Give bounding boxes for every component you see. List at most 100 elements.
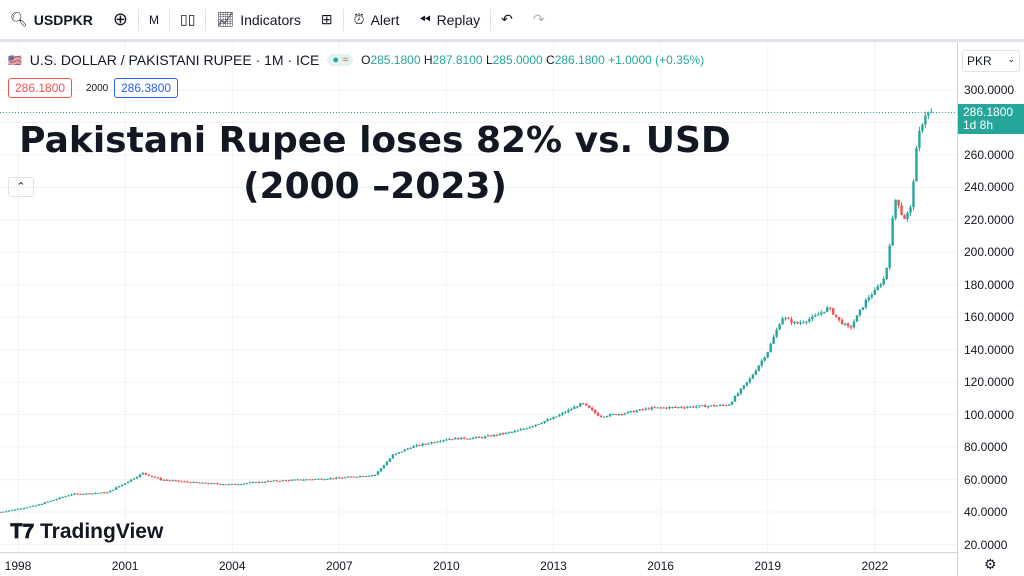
candle-body xyxy=(266,480,270,482)
buy-button[interactable]: 286.3800 xyxy=(114,78,179,98)
candle-body xyxy=(582,403,585,405)
candle-body xyxy=(873,289,876,295)
candle-body xyxy=(129,479,133,482)
candle-body xyxy=(150,475,154,477)
candle-body xyxy=(751,374,755,379)
ohlc-values: O285.1800 H287.8100 L285.0000 C286.1800 … xyxy=(361,53,705,67)
time-tick: 2001 xyxy=(111,559,139,573)
candle-body xyxy=(433,442,436,444)
redo-button[interactable]: ↷ xyxy=(523,0,555,39)
candle-body xyxy=(350,476,353,478)
candle-body xyxy=(492,434,496,437)
candle-body xyxy=(867,297,871,301)
candle-body xyxy=(100,492,103,494)
candle-body xyxy=(138,474,142,477)
candle-body xyxy=(421,443,424,446)
candle-body xyxy=(332,478,335,480)
candle-body xyxy=(790,319,793,323)
candle-body xyxy=(689,406,692,408)
candle-body xyxy=(424,443,427,445)
candle-body xyxy=(471,437,475,439)
candle-body xyxy=(338,477,341,479)
candle-body xyxy=(168,480,171,482)
candle-body xyxy=(677,407,680,409)
candle-body xyxy=(326,479,329,481)
candle-body xyxy=(153,476,157,478)
candle-body xyxy=(403,449,406,452)
replay-button[interactable]: ⏪︎ Replay xyxy=(419,11,481,28)
candle-body xyxy=(162,479,165,481)
candle-body xyxy=(186,481,189,483)
undo-button[interactable]: ↶ xyxy=(491,0,523,39)
candle-body xyxy=(525,428,528,430)
candle-body xyxy=(814,315,817,317)
candle-body xyxy=(201,482,204,484)
indicators-icon: 📈︎ xyxy=(216,11,235,27)
time-tick: 2019 xyxy=(754,559,782,573)
candle-body xyxy=(766,352,769,358)
candle-body xyxy=(876,286,879,290)
candle-body xyxy=(763,357,766,361)
candle-body xyxy=(355,476,359,478)
undo-icon: ↶ xyxy=(501,11,513,27)
candle-body xyxy=(284,480,287,482)
candle-body xyxy=(88,493,91,495)
currency-select[interactable]: PKR ⌄ xyxy=(962,50,1020,72)
candle-body xyxy=(412,446,415,448)
candle-body xyxy=(891,218,894,246)
symbol-legend: 🇺🇸 U.S. DOLLAR / PAKISTANI RUPEE · 1M · … xyxy=(8,52,705,68)
candle-body xyxy=(302,479,305,481)
candle-body xyxy=(94,493,97,495)
candle-body xyxy=(745,382,749,386)
candle-body xyxy=(439,441,442,443)
candle-body xyxy=(195,482,198,484)
candle-body xyxy=(174,480,177,482)
alert-button[interactable]: ⏰︎ Alert xyxy=(353,11,400,28)
settings-icon[interactable]: ⚙ xyxy=(984,556,997,572)
candle-body xyxy=(549,419,552,421)
symbol-search[interactable]: 🔍︎ USDPKR xyxy=(10,11,93,28)
candle-body xyxy=(379,468,383,472)
candle-body xyxy=(4,511,8,513)
compare-button[interactable]: ⊕ xyxy=(103,0,138,39)
candle-body xyxy=(415,445,418,447)
candle-body xyxy=(31,505,35,507)
candle-body xyxy=(323,479,326,481)
price-axis[interactable]: PKR ⌄ 300.0000 260.0000 240.0000 220.0000 200… xyxy=(957,42,1024,576)
candle-body xyxy=(263,481,267,483)
candle-body xyxy=(831,308,835,315)
time-axis[interactable]: 1998 2001 2004 2007 2010 2013 2016 2019 2022 xyxy=(0,552,957,576)
candle-body xyxy=(611,414,615,416)
candle-body xyxy=(451,439,454,441)
candle-body xyxy=(52,499,55,501)
collapse-legend-button[interactable]: ⌃ xyxy=(8,177,34,197)
price-tick: 200.0000 xyxy=(964,245,1015,260)
candle-body xyxy=(576,406,579,408)
price-chart[interactable] xyxy=(0,42,957,552)
candle-body xyxy=(796,321,799,324)
candle-body xyxy=(216,483,219,485)
candle-body xyxy=(460,437,463,440)
candle-body xyxy=(477,436,481,438)
chart-canvas[interactable] xyxy=(0,42,957,552)
candle-body xyxy=(40,504,43,506)
candle-body xyxy=(823,311,826,313)
time-tick: 2013 xyxy=(540,559,567,573)
sell-button[interactable]: 286.1800 xyxy=(8,78,73,98)
candle-body xyxy=(299,479,302,481)
candle-body xyxy=(296,479,299,481)
candle-body xyxy=(683,407,686,409)
interval-button[interactable]: M xyxy=(149,12,159,27)
layouts-button[interactable]: ⊞ xyxy=(311,0,343,39)
indicators-button[interactable]: 📈︎ Indicators xyxy=(216,11,301,28)
candle-body xyxy=(112,489,115,491)
candle-body xyxy=(7,510,11,512)
top-toolbar: 🔍︎ USDPKR ⊕ M ▯▯ 📈︎ Indicators ⊞ ⏰︎ Alert ⏪… xyxy=(0,0,1024,42)
price-tick: 100.0000 xyxy=(964,407,1015,422)
candle-body xyxy=(653,407,656,409)
market-status-badge: ● ≈ xyxy=(327,54,354,66)
candle-body xyxy=(852,321,856,328)
candle-body xyxy=(671,407,674,409)
chart-type-button[interactable]: ▯▯ xyxy=(170,0,205,39)
price-tick: 160.0000 xyxy=(964,310,1015,325)
